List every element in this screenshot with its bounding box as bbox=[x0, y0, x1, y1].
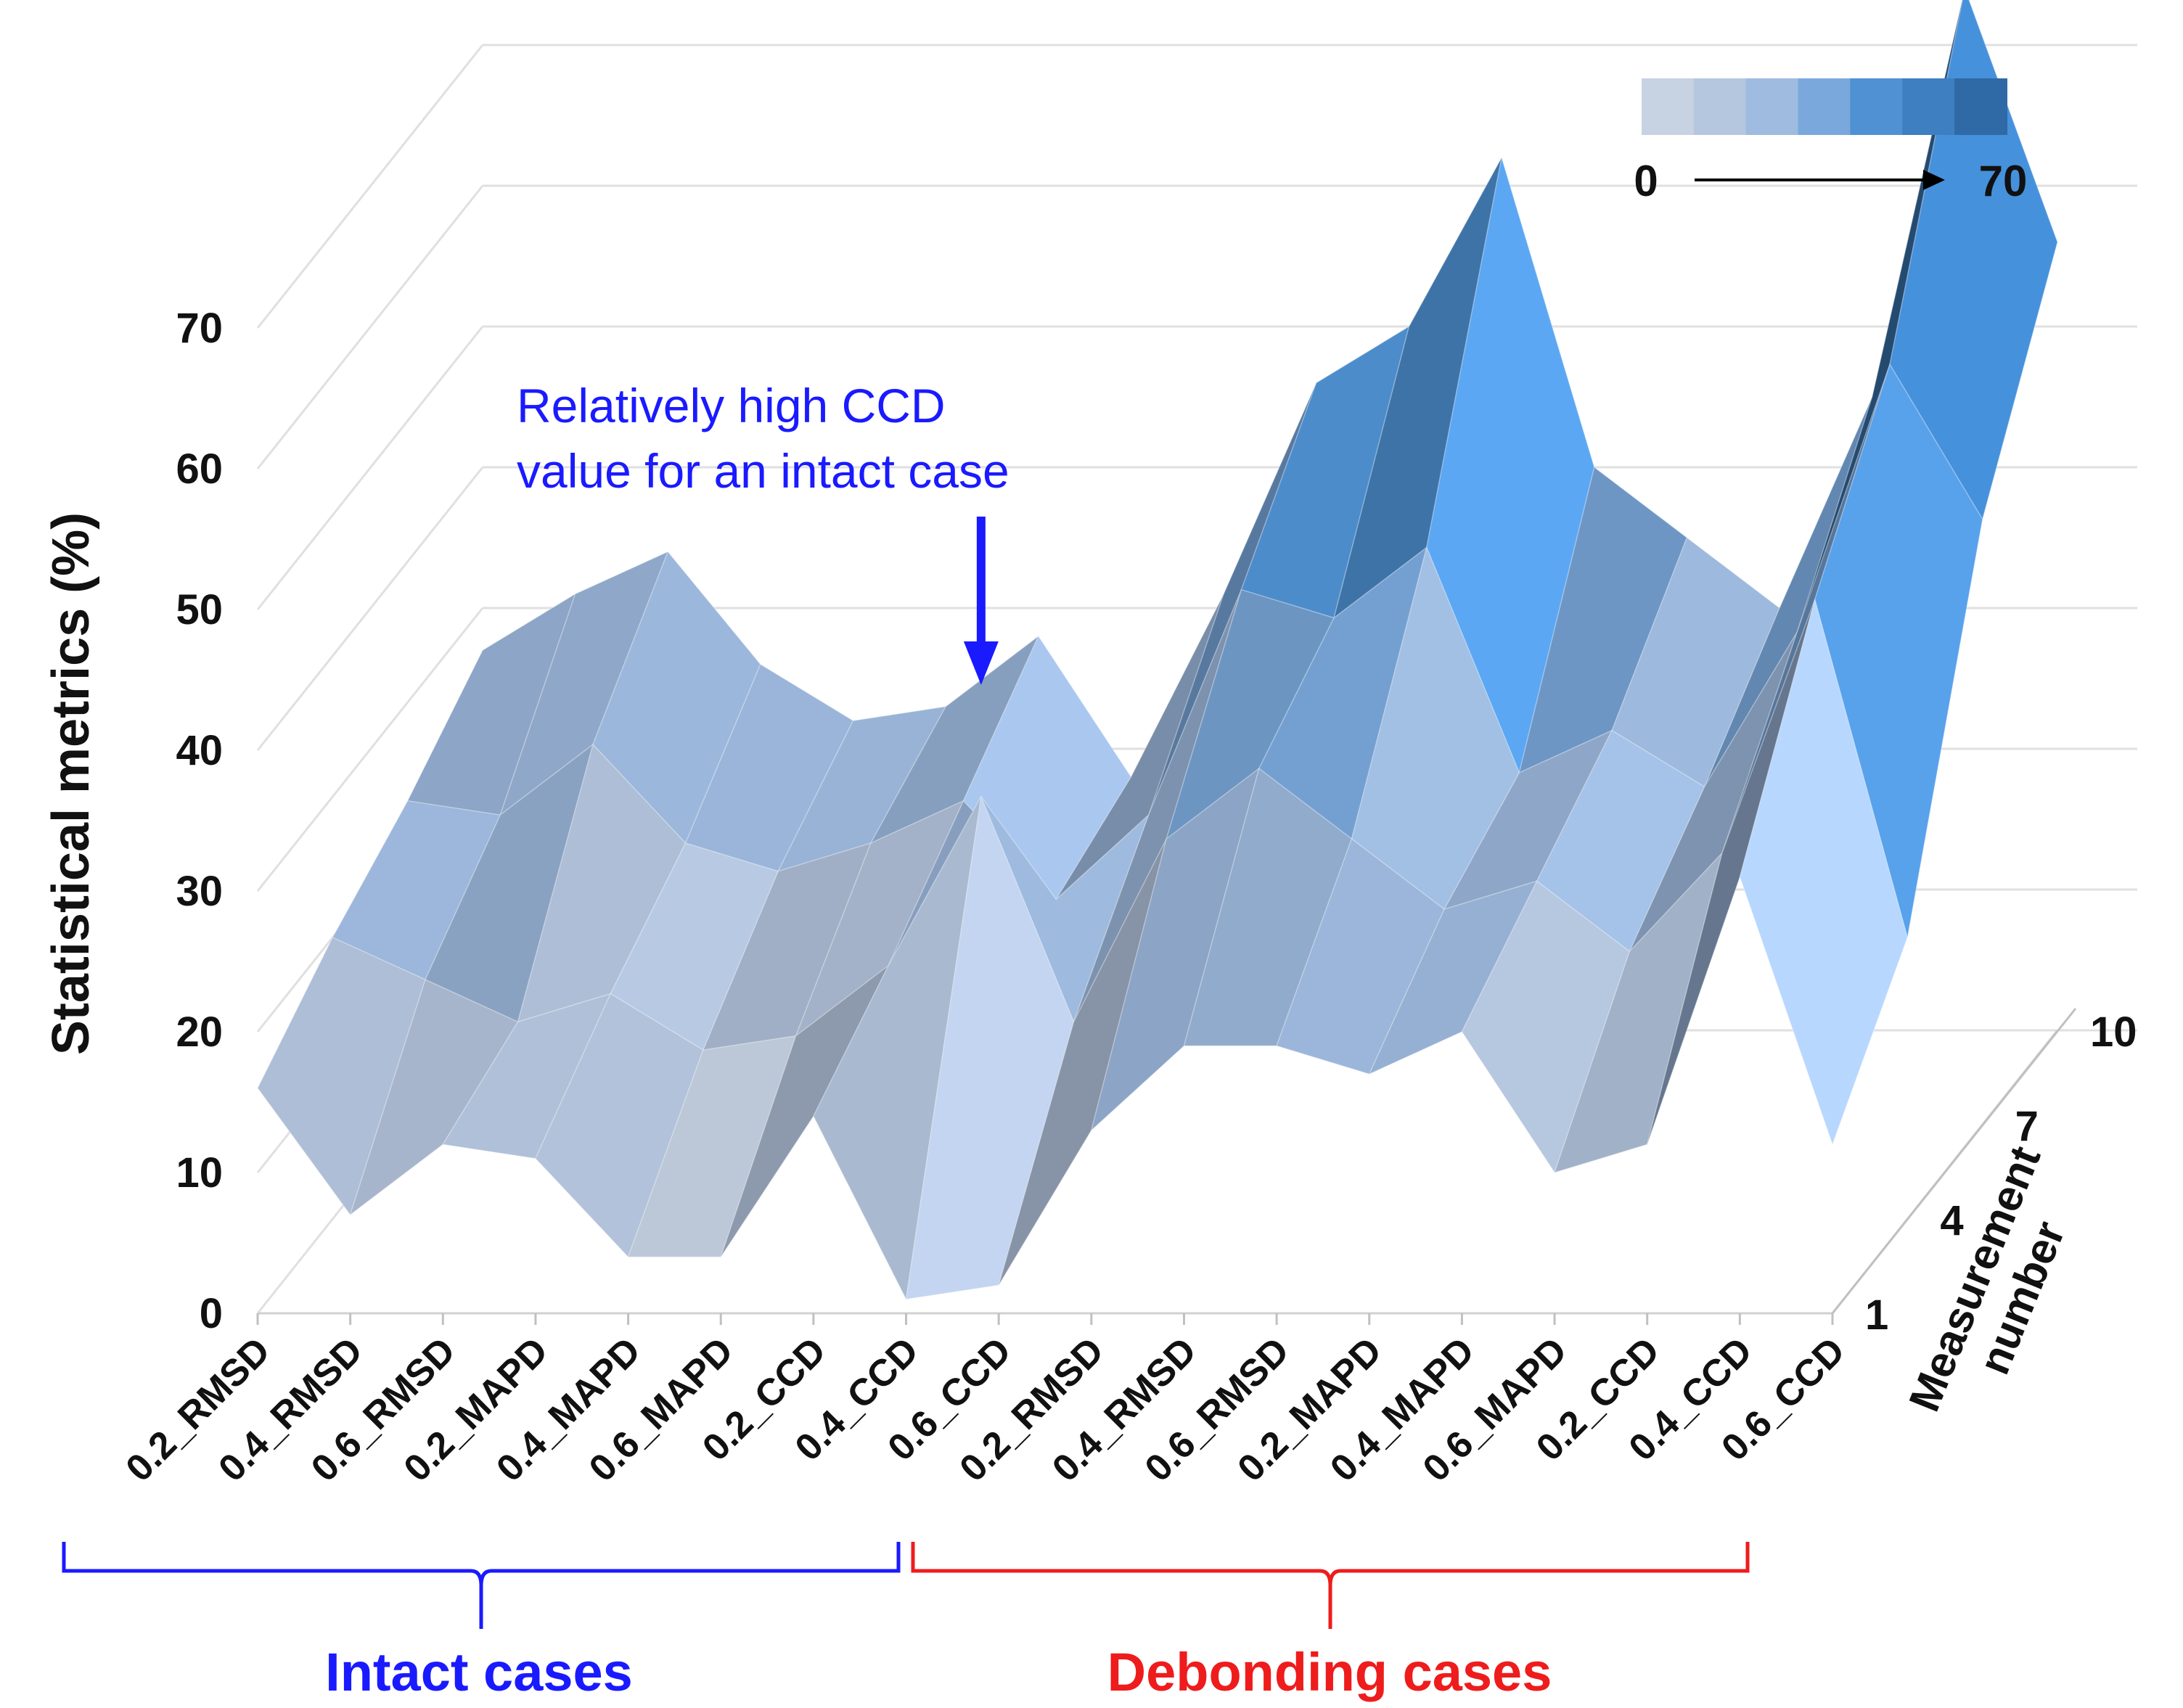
annotation-arrow-head bbox=[963, 641, 999, 685]
depth-tick-label-1: 1 bbox=[1865, 1292, 1888, 1339]
colorbar-step-4 bbox=[1850, 78, 1904, 135]
colorbar-step-1 bbox=[1693, 78, 1747, 135]
y-axis-label: Statistical metrics (%) bbox=[42, 512, 100, 1055]
surface-facet-2-15 bbox=[1796, 0, 1964, 633]
y-tick-label-20: 20 bbox=[176, 1009, 223, 1056]
y-tick-label-10: 10 bbox=[176, 1149, 223, 1196]
gridline-side-50 bbox=[256, 326, 484, 610]
gridline-side-30 bbox=[256, 607, 484, 892]
depth-axis-label: Measurement number bbox=[1899, 1139, 2074, 1418]
surface-plot bbox=[257, 0, 2058, 1302]
y-tick-label-0: 0 bbox=[200, 1290, 223, 1337]
colorbar-max-label: 70 bbox=[1979, 157, 2028, 205]
colorbar-step-3 bbox=[1798, 78, 1851, 135]
x-axis: 0.2_RMSD0.4_RMSD0.6_RMSD0.2_MAPD0.4_MAPD… bbox=[118, 1313, 1853, 1490]
group-label-debonding: Debonding cases bbox=[1107, 1642, 1552, 1702]
group-brackets bbox=[62, 1542, 1750, 1629]
colorbar-min-label: 0 bbox=[1634, 157, 1658, 205]
gridline-side-40 bbox=[256, 467, 484, 751]
gridline-side-70 bbox=[256, 44, 484, 329]
surface-facet-0-16 bbox=[1739, 597, 1909, 1146]
colorbar-step-0 bbox=[1642, 78, 1695, 135]
depth-tick-label-4: 4 bbox=[1940, 1197, 1963, 1244]
y-tick-label-70: 70 bbox=[176, 305, 223, 352]
depth-tick-label-10: 10 bbox=[2090, 1009, 2137, 1056]
y-tick-label-60: 60 bbox=[176, 446, 223, 493]
group-label-intact: Intact cases bbox=[325, 1642, 633, 1702]
y-tick-label-30: 30 bbox=[176, 868, 223, 915]
colorbar-arrow-head bbox=[1923, 170, 1945, 190]
depth-axis-line bbox=[1831, 1008, 2077, 1314]
group-bracket-0 bbox=[62, 1542, 901, 1629]
annotation-arrow bbox=[963, 517, 999, 685]
group-bracket-1 bbox=[911, 1542, 1750, 1629]
colorbar-step-2 bbox=[1745, 78, 1799, 135]
gridline-side-60 bbox=[256, 185, 484, 469]
colorbar bbox=[1642, 78, 2007, 135]
y-tick-label-40: 40 bbox=[176, 727, 223, 774]
colorbar-step-5 bbox=[1902, 78, 1956, 135]
colorbar-step-6 bbox=[1954, 78, 2007, 135]
depth-axis: 1 4 7 10 bbox=[1831, 1008, 2137, 1339]
depth-tick-label-7: 7 bbox=[2015, 1103, 2039, 1150]
y-axis: 0 10 20 30 40 50 60 70 bbox=[176, 305, 223, 1337]
annotation-line2: value for an intact case bbox=[517, 444, 1009, 498]
annotation-line1: Relatively high CCD bbox=[517, 379, 946, 432]
y-tick-label-50: 50 bbox=[176, 586, 223, 633]
